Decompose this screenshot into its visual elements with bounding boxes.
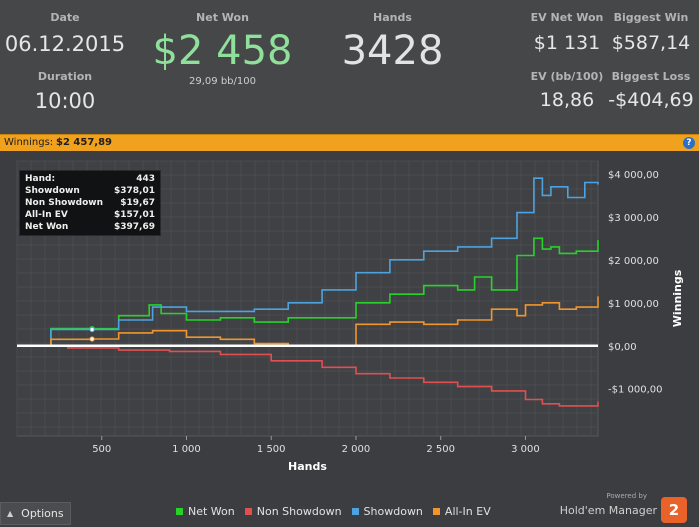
winnings-title-bar: Winnings: $2 457,89 ?	[0, 134, 699, 151]
caret-up-icon: ▲	[7, 509, 14, 518]
ev-net-won-stat: EV Net Won $1 131	[527, 11, 607, 54]
tooltip-row: Showdown $378,01	[25, 185, 155, 197]
x-tick-label: 2 000	[342, 444, 371, 455]
date-stat: Date 06.12.2015	[0, 11, 130, 56]
y-tick-label: $4 000,00	[608, 170, 659, 181]
x-tick-label: 3 000	[511, 444, 540, 455]
net-won-label: Net Won	[196, 11, 249, 24]
stats-summary: Date 06.12.2015 Duration 10:00 Net Won $…	[0, 0, 699, 134]
hand-tooltip: Hand: 443 Showdown $378,01 Non Showdown $19,6…	[19, 170, 161, 236]
biggest-loss-value: -$404,69	[608, 89, 694, 111]
legend-swatch	[351, 508, 359, 515]
biggest-loss-stat: Biggest Loss -$404,69	[606, 70, 696, 111]
y-tick-label: -$1 000,00	[608, 385, 663, 396]
ev-net-won-label: EV Net Won	[530, 11, 604, 24]
tooltip-value: $378,01	[114, 186, 155, 196]
legend-swatch	[176, 508, 183, 515]
legend-item[interactable]: Showdown	[351, 505, 423, 518]
series-line-showdown	[17, 177, 599, 347]
hands-stat: Hands 3428	[320, 11, 465, 74]
options-button[interactable]: ▲ Options	[0, 502, 71, 525]
options-label: Options	[21, 507, 64, 520]
bottom-bar: ▲ Options Net Won Non Showdown Showdown All…	[0, 492, 699, 527]
tooltip-key: All-In EV	[25, 210, 68, 220]
legend-label: Net Won	[188, 505, 235, 518]
hm2-logo-icon: 2	[661, 497, 687, 523]
y-tick-label: $3 000,00	[608, 213, 659, 224]
y-tick-label: $1 000,00	[608, 299, 659, 310]
tooltip-row: Hand: 443	[25, 173, 155, 185]
tooltip-value: 443	[136, 174, 155, 184]
legend-label: All-In EV	[444, 505, 491, 518]
x-tick-label: 1 000	[172, 444, 201, 455]
x-tick-label: 1 500	[257, 444, 286, 455]
winnings-label: Winnings:	[4, 137, 54, 148]
x-axis-title: Hands	[288, 460, 327, 473]
legend-label: Showdown	[363, 505, 423, 518]
duration-stat: Duration 10:00	[0, 70, 130, 113]
x-tick-label: 500	[92, 444, 111, 455]
brand-name: Hold'em Manager	[559, 504, 657, 517]
brand-logo: Powered by Hold'em Manager 2	[557, 492, 687, 526]
ev-bb100-value: 18,86	[539, 89, 595, 111]
biggest-loss-label: Biggest Loss	[611, 70, 691, 83]
biggest-win-stat: Biggest Win $587,14	[606, 11, 696, 54]
legend-item[interactable]: Non Showdown	[244, 505, 342, 518]
ev-net-won-value: $1 131	[533, 32, 601, 54]
duration-label: Duration	[37, 70, 93, 83]
series-line-all-in-ev	[17, 296, 599, 347]
legend-swatch	[244, 508, 252, 515]
hands-label: Hands	[373, 11, 412, 24]
tooltip-value: $397,69	[114, 222, 155, 232]
tooltip-key: Hand:	[25, 174, 56, 184]
y-axis-title: Winnings	[671, 269, 684, 327]
date-label: Date	[50, 11, 80, 24]
tooltip-row: All-In EV $157,01	[25, 209, 155, 221]
legend-item[interactable]: Net Won	[176, 505, 235, 518]
legend-item[interactable]: All-In EV	[432, 505, 491, 518]
biggest-win-label: Biggest Win	[613, 11, 689, 24]
tooltip-key: Net Won	[25, 222, 69, 232]
series-line-net-won	[17, 237, 599, 347]
winnings-value: $2 457,89	[56, 137, 112, 148]
ev-bb100-stat: EV (bb/100) 18,86	[527, 70, 607, 111]
help-icon[interactable]: ?	[683, 137, 695, 149]
net-won-value: $2 458	[152, 28, 293, 74]
tooltip-value: $157,01	[114, 210, 155, 220]
y-tick-label: $2 000,00	[608, 256, 659, 267]
tooltip-row: Net Won $397,69	[25, 221, 155, 233]
hover-marker	[89, 336, 95, 342]
tooltip-row: Non Showdown $19,67	[25, 197, 155, 209]
x-tick-label: 2 500	[426, 444, 455, 455]
tooltip-key: Showdown	[25, 186, 80, 196]
net-won-bb100: 29,09 bb/100	[189, 76, 256, 87]
hands-value: 3428	[341, 28, 444, 74]
tooltip-key: Non Showdown	[25, 198, 103, 208]
date-value: 06.12.2015	[4, 32, 126, 56]
series-line-non-showdown	[17, 345, 599, 407]
tooltip-value: $19,67	[120, 198, 155, 208]
legend-label: Non Showdown	[256, 505, 342, 518]
chart-legend: Net Won Non Showdown Showdown All-In EV	[176, 505, 501, 518]
hover-marker	[89, 326, 95, 333]
duration-value: 10:00	[34, 89, 96, 113]
y-tick-label: $0,00	[608, 342, 637, 353]
ev-bb100-label: EV (bb/100)	[530, 70, 604, 83]
powered-by-label: Powered by	[606, 492, 647, 500]
legend-swatch	[432, 508, 440, 515]
biggest-win-value: $587,14	[611, 32, 691, 54]
net-won-stat: Net Won $2 458 29,09 bb/100	[140, 11, 305, 87]
